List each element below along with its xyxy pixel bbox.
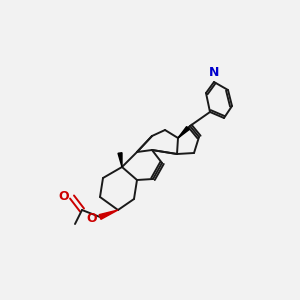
Text: N: N <box>209 66 219 79</box>
Polygon shape <box>99 210 118 219</box>
Text: O: O <box>86 212 97 224</box>
Polygon shape <box>178 127 189 138</box>
Polygon shape <box>118 153 122 167</box>
Text: O: O <box>58 190 69 203</box>
